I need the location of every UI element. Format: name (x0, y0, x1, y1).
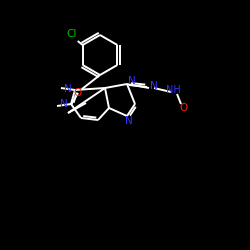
Text: N: N (60, 99, 68, 109)
Text: N: N (125, 116, 133, 126)
Text: N: N (150, 81, 158, 91)
Text: O: O (179, 103, 187, 113)
Text: NH: NH (166, 85, 180, 95)
Text: N: N (64, 84, 72, 94)
Text: Cl: Cl (66, 29, 77, 39)
Text: N: N (128, 76, 136, 86)
Text: O: O (74, 88, 82, 98)
